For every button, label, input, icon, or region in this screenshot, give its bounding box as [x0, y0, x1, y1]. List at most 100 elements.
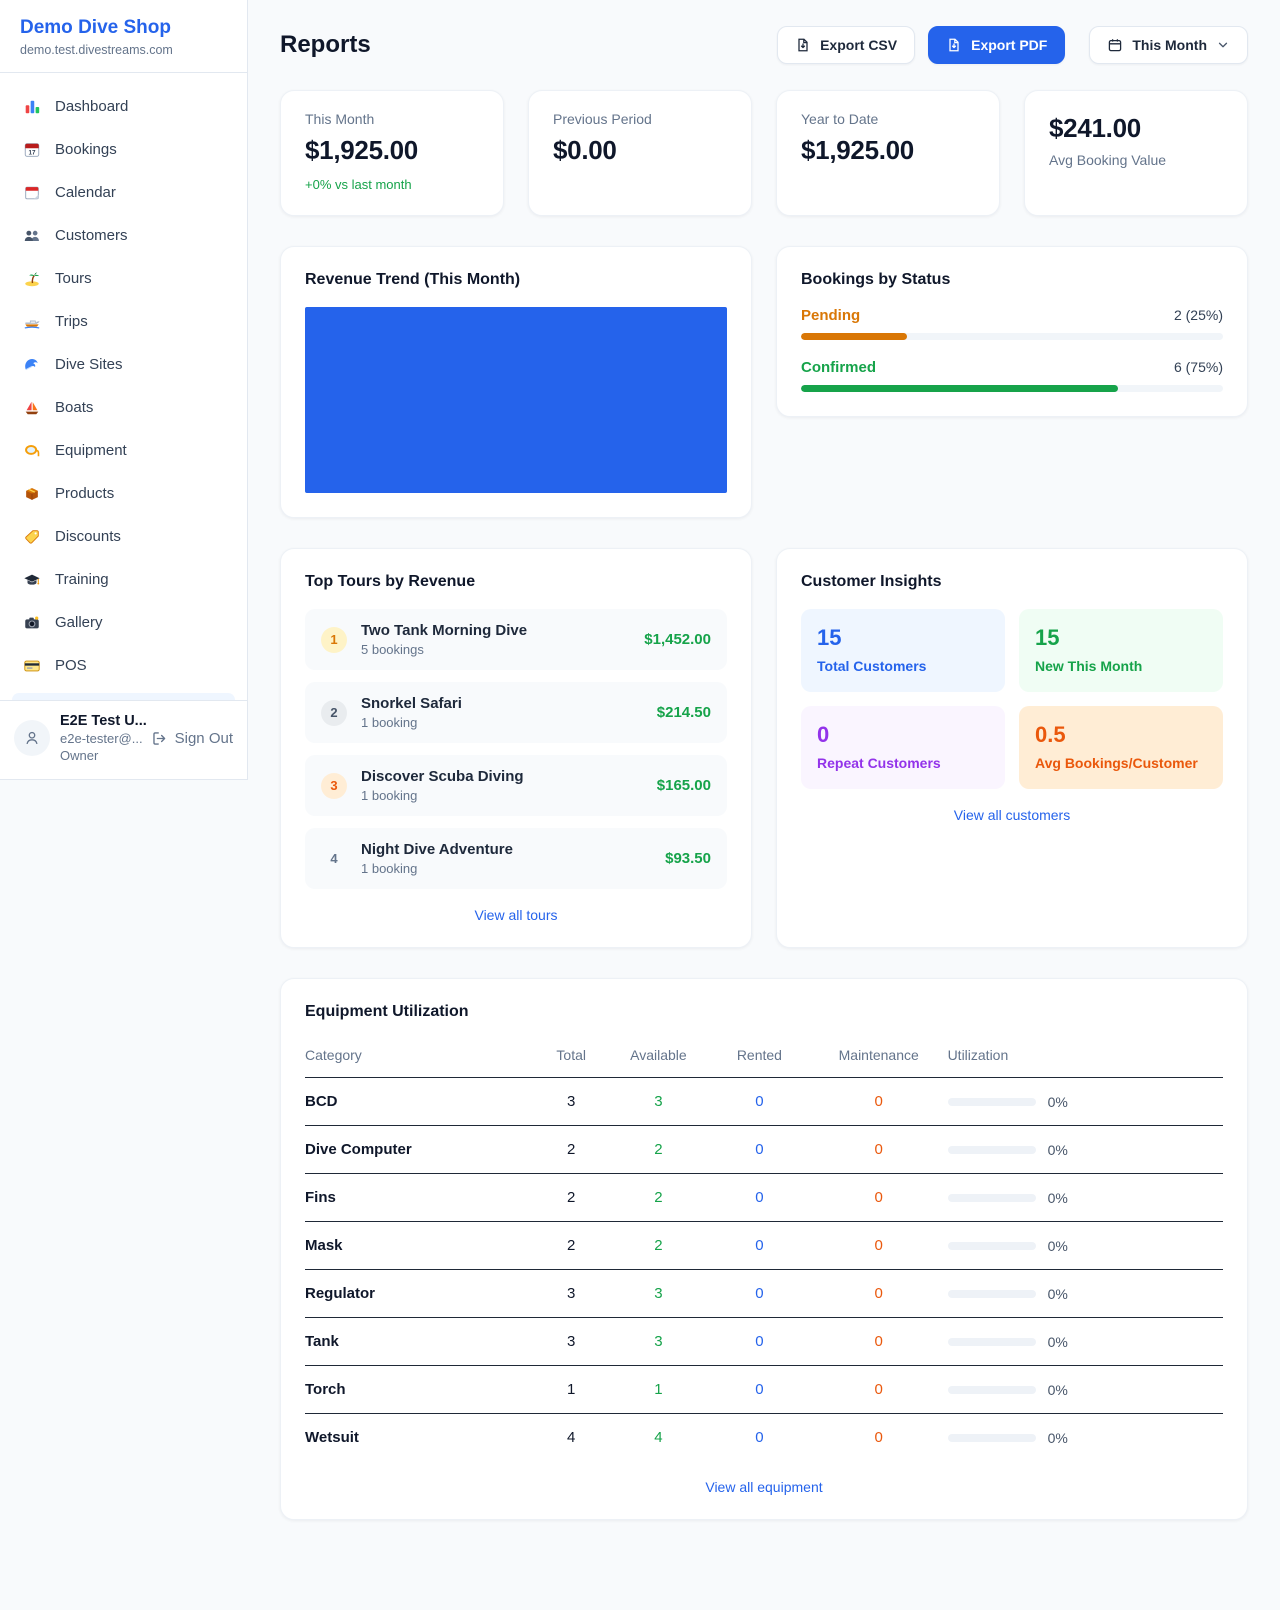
panel-title: Bookings by Status	[801, 271, 951, 288]
table-header-row: Category Total Available Rented Maintena…	[305, 1039, 1223, 1078]
tour-bookings-count: 1 booking	[361, 715, 418, 730]
status-row-pending: Pending 2 (25%)	[801, 307, 1223, 340]
panel-title: Top Tours by Revenue	[305, 573, 476, 590]
status-bar-track	[801, 385, 1223, 392]
page-header: Reports Export CSV Export PDF This Month	[280, 26, 1248, 64]
export-csv-button[interactable]: Export CSV	[777, 26, 916, 64]
equipment-total: 2	[534, 1221, 608, 1271]
sidebar-item-pos[interactable]: POS	[12, 644, 235, 687]
equipment-category: Tank	[305, 1317, 535, 1367]
stat-card-this-month: This Month $1,925.00 +0% vs last month	[280, 90, 504, 216]
sidebar-item-gallery[interactable]: Gallery	[12, 601, 235, 644]
status-label: Pending	[801, 307, 861, 324]
utilization-bar	[947, 1146, 1036, 1155]
tile-avg-bookings-per-customer: 0.5 Avg Bookings/Customer	[1019, 706, 1223, 789]
tour-name: Night Dive Adventure	[361, 841, 513, 858]
sidebar-item-label: Tours	[55, 270, 92, 287]
sidebar-item-bookings[interactable]: 17 Bookings	[12, 128, 235, 171]
revenue-trend-panel: Revenue Trend (This Month)	[280, 246, 752, 518]
avatar	[14, 720, 50, 756]
equipment-available: 3	[607, 1317, 709, 1367]
sidebar-item-dive-sites[interactable]: Dive Sites	[12, 343, 235, 386]
equipment-rented: 0	[755, 1429, 764, 1447]
column-header-total: Total	[534, 1039, 608, 1078]
equipment-total: 3	[534, 1077, 608, 1127]
view-all-equipment-link[interactable]: View all equipment	[705, 1479, 823, 1496]
equipment-utilization-cell: 0%	[947, 1221, 1223, 1271]
view-all-customers-link[interactable]: View all customers	[953, 807, 1071, 823]
equipment-available: 2	[607, 1173, 709, 1223]
panel-title: Revenue Trend (This Month)	[305, 271, 521, 288]
sidebar-item-discounts[interactable]: Discounts	[12, 515, 235, 558]
chevron-down-icon	[1218, 42, 1228, 48]
panel-title: Equipment Utilization	[305, 1003, 469, 1020]
person-icon	[26, 731, 38, 745]
utilization-bar	[947, 1338, 1036, 1347]
equipment-rented: 0	[708, 1173, 810, 1223]
equipment-total: 2	[534, 1173, 608, 1223]
status-bar-fill	[801, 333, 907, 340]
stat-card-year-to-date: Year to Date $1,925.00	[776, 90, 1000, 216]
equipment-utilization-cell: 0%	[947, 1414, 1223, 1462]
tile-label: Repeat Customers	[817, 755, 941, 771]
utilization-percent: 0%	[1047, 1382, 1068, 1399]
sidebar-item-label: Bookings	[55, 141, 117, 158]
status-bar-track	[801, 333, 1223, 340]
tour-row: 4 Night Dive Adventure 1 booking $93.50	[305, 828, 727, 889]
equipment-available: 2	[607, 1221, 709, 1271]
sign-out-button[interactable]: Sign Out	[151, 730, 233, 747]
equipment-total: 2	[534, 1125, 608, 1175]
sidebar-item-equipment[interactable]: Equipment	[12, 429, 235, 472]
sidebar-item-label: Dashboard	[55, 98, 129, 115]
tour-info: Snorkel Safari 1 booking	[361, 695, 462, 730]
period-select[interactable]: This Month	[1089, 26, 1248, 64]
sidebar-item-reports-partial[interactable]	[12, 693, 235, 700]
equipment-total: 3	[534, 1269, 608, 1319]
equipment-rented: 0	[708, 1125, 810, 1175]
tile-value: 15	[817, 625, 842, 650]
sidebar-item-label: Calendar	[55, 184, 116, 201]
export-csv-label: Export CSV	[820, 37, 898, 53]
utilization-percent: 0%	[1047, 1142, 1068, 1159]
utilization-bar	[947, 1194, 1036, 1203]
tile-value: 0	[817, 722, 830, 747]
tour-info: Discover Scuba Diving 1 booking	[361, 768, 524, 803]
sidebar-item-products[interactable]: Products	[12, 472, 235, 515]
table-row: Regulator 3 3 0 0 0%	[305, 1269, 1223, 1319]
utilization-percent: 0%	[1047, 1190, 1068, 1207]
equipment-available: 4	[654, 1429, 663, 1447]
equipment-utilization-cell: 0%	[947, 1077, 1223, 1127]
sidebar-item-label: Training	[55, 571, 109, 588]
sidebar-item-customers[interactable]: Customers	[12, 214, 235, 257]
customer-insights-panel: Customer Insights 15 Total Customers 15 …	[776, 548, 1248, 948]
sidebar-item-tours[interactable]: Tours	[12, 257, 235, 300]
stat-label: Avg Booking Value	[1049, 152, 1167, 168]
sidebar-item-training[interactable]: Training	[12, 558, 235, 601]
equipment-total: 3	[534, 1317, 608, 1367]
tour-revenue: $93.50	[665, 850, 711, 867]
equipment-category: Wetsuit	[305, 1429, 359, 1447]
utilization-bar	[947, 1242, 1036, 1251]
diving-mask-icon	[22, 441, 42, 461]
table-row: Torch 1 1 0 0 0%	[305, 1365, 1223, 1415]
credit-card-icon	[22, 656, 42, 676]
tour-bookings-count: 5 bookings	[361, 642, 424, 657]
stat-value: $241.00	[1049, 113, 1141, 143]
view-all-tours-link[interactable]: View all tours	[474, 907, 558, 923]
sidebar-item-dashboard[interactable]: Dashboard	[12, 85, 235, 128]
stat-label: Year to Date	[801, 111, 879, 127]
bookings-by-status-panel: Bookings by Status Pending 2 (25%) Confi…	[776, 246, 1248, 417]
equipment-available: 1	[607, 1365, 709, 1415]
equipment-maintenance: 0	[809, 1221, 948, 1271]
tour-row: 2 Snorkel Safari 1 booking $214.50	[305, 682, 727, 743]
export-pdf-button[interactable]: Export PDF	[928, 26, 1066, 64]
sidebar-item-calendar[interactable]: Calendar	[12, 171, 235, 214]
equipment-category: Mask	[305, 1221, 535, 1271]
sidebar-item-trips[interactable]: Trips	[12, 300, 235, 343]
speedboat-icon	[22, 312, 42, 332]
stat-cards-row: This Month $1,925.00 +0% vs last month P…	[280, 90, 1248, 216]
sidebar-item-label: Customers	[55, 227, 128, 244]
sidebar-item-boats[interactable]: Boats	[12, 386, 235, 429]
stat-value: $0.00	[553, 135, 617, 165]
table-row: Mask 2 2 0 0 0%	[305, 1221, 1223, 1271]
